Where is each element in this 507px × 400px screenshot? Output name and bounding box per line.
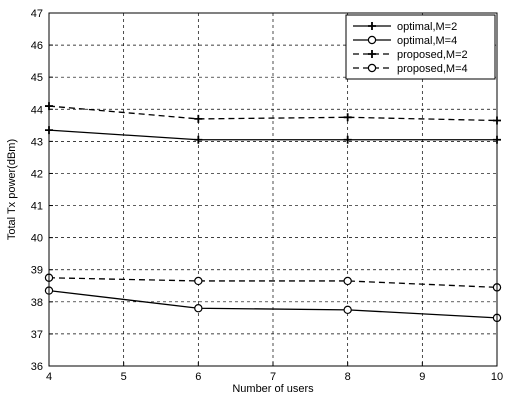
x-axis-label: Number of users (232, 383, 314, 395)
x-tick-label: 6 (195, 371, 201, 383)
x-tick-label: 8 (345, 371, 351, 383)
x-tick-label: 7 (270, 371, 276, 383)
y-tick-label: 44 (31, 104, 43, 116)
legend: optimal,M=2 optimal,M=4 proposed,M=2 propos… (345, 14, 496, 80)
x-tick-label: 5 (121, 371, 127, 383)
data-point-plus (194, 114, 203, 123)
legend-entry: optimal,M=4 (353, 35, 457, 47)
series-line (48, 105, 498, 122)
y-tick-label: 41 (31, 201, 43, 213)
legend-entry: proposed,M=2 (353, 49, 468, 61)
data-point-plus (368, 22, 376, 30)
y-tick-label: 46 (31, 40, 43, 52)
y-tick-label: 43 (31, 136, 43, 148)
x-tick-label: 10 (491, 371, 503, 383)
data-point-plus (194, 135, 203, 144)
legend-entry: proposed,M=4 (353, 63, 468, 75)
data-point-circle (367, 63, 377, 73)
series-line (48, 289, 498, 319)
data-point-circle (343, 276, 352, 286)
data-point-plus (368, 50, 376, 58)
x-tick-label: 9 (419, 371, 425, 383)
y-tick-label: 39 (31, 265, 43, 277)
series-line (48, 129, 497, 141)
series-line (48, 277, 498, 289)
y-tick-label: 36 (31, 361, 43, 373)
legend-label: proposed,M=4 (397, 63, 468, 75)
data-point-plus (343, 113, 352, 122)
data-point-circle (343, 305, 352, 315)
legend-label: proposed,M=2 (397, 49, 468, 61)
y-tick-label: 38 (31, 297, 43, 309)
y-tick-label: 37 (31, 329, 43, 341)
y-tick-label: 42 (31, 168, 43, 180)
data-point-plus (343, 135, 352, 144)
legend-label: optimal,M=2 (397, 21, 457, 33)
data-point-circle (194, 304, 203, 313)
legend-label: optimal,M=4 (397, 35, 457, 47)
y-axis-label: Total Tx power(dBm) (6, 139, 18, 240)
legend-entry: optimal,M=2 (353, 21, 457, 33)
data-point-circle (194, 276, 203, 286)
y-tick-label: 45 (31, 72, 43, 84)
y-tick-label: 40 (31, 233, 43, 245)
data-point-circle (367, 35, 377, 45)
y-tick-label: 47 (31, 8, 43, 20)
x-tick-label: 4 (46, 371, 52, 383)
